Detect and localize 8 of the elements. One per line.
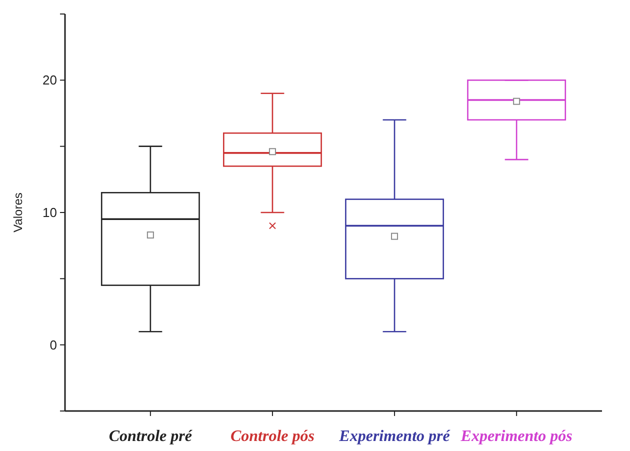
- x-tick-label: Controle pré: [108, 428, 193, 445]
- x-tick-label: Experimento pré: [338, 428, 451, 445]
- y-axis-title: Valores: [11, 192, 25, 232]
- x-tick-label: Controle pós: [230, 428, 314, 445]
- x-tick-label: Experimento pós: [460, 428, 572, 445]
- y-tick-label: 20: [42, 72, 57, 88]
- y-tick-label: 0: [50, 337, 57, 352]
- y-tick-label: 10: [42, 205, 57, 220]
